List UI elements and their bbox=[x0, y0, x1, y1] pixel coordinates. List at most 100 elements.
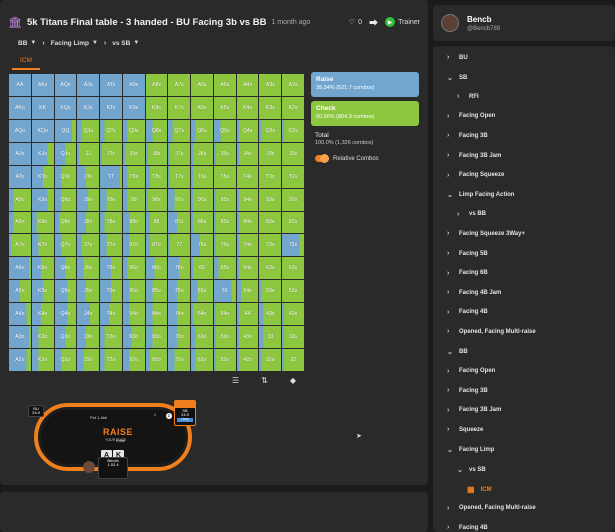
hand-cell[interactable]: 86o bbox=[145, 257, 168, 280]
hand-cell[interactable]: J2s bbox=[282, 142, 304, 165]
hand-cell[interactable]: 95s bbox=[213, 188, 236, 211]
tree-node[interactable]: › Facing 5B bbox=[447, 250, 488, 257]
hand-cell[interactable]: 72o bbox=[168, 349, 191, 371]
hand-cell[interactable]: 55 bbox=[213, 280, 236, 303]
hand-cell[interactable]: 92s bbox=[282, 188, 304, 211]
hand-cell[interactable]: 96o bbox=[122, 257, 145, 280]
hand-cell[interactable]: JTo bbox=[77, 165, 100, 188]
hand-cell[interactable]: KJo bbox=[31, 142, 54, 165]
hand-cell[interactable]: 98s bbox=[145, 188, 168, 211]
hand-cell[interactable]: AKs bbox=[31, 74, 54, 96]
tree-node[interactable]: › vs BB bbox=[457, 211, 486, 218]
hand-cell[interactable]: AKo bbox=[9, 96, 31, 119]
tree-node[interactable]: ⌄ vs SB bbox=[457, 466, 486, 474]
tree-node[interactable]: › Facing 3B bbox=[447, 387, 488, 394]
tree-node[interactable]: › Facing Open bbox=[447, 368, 495, 375]
hand-cell[interactable]: AJo bbox=[9, 142, 31, 165]
tree-node[interactable]: › Facing Open bbox=[447, 113, 495, 120]
hand-cell[interactable]: 82o bbox=[145, 349, 168, 371]
hand-cell[interactable]: 82s bbox=[282, 211, 304, 234]
hand-cell[interactable]: 99 bbox=[122, 188, 145, 211]
hand-cell[interactable]: 76o bbox=[168, 257, 191, 280]
hand-cell[interactable]: KJs bbox=[77, 96, 100, 119]
hand-cell[interactable]: A9s bbox=[122, 74, 145, 96]
shapes-icon[interactable]: ◆ bbox=[289, 376, 297, 385]
hand-cell[interactable]: K3o bbox=[31, 326, 54, 349]
hand-cell[interactable]: AJs bbox=[77, 74, 100, 96]
hand-cell[interactable]: 53o bbox=[213, 326, 236, 349]
profile-card[interactable]: Bencb @Bencb789 bbox=[433, 5, 615, 41]
tree-node[interactable]: ⌄ BB bbox=[447, 348, 468, 356]
hand-cell[interactable]: K9s bbox=[122, 96, 145, 119]
tree-node[interactable]: › Squeeze bbox=[447, 426, 483, 433]
hand-cell[interactable]: K9o bbox=[31, 188, 54, 211]
hand-cell[interactable]: 77 bbox=[168, 234, 191, 257]
tree-node[interactable]: › Facing 3B bbox=[447, 132, 488, 139]
filter-opponent[interactable]: vs SB ▼ bbox=[112, 40, 139, 47]
tree-node[interactable]: › BU bbox=[447, 54, 468, 61]
hand-cell[interactable]: K2o bbox=[31, 349, 54, 371]
hand-cell[interactable]: T5o bbox=[100, 280, 122, 303]
hand-cell[interactable]: 97o bbox=[122, 234, 145, 257]
hand-cell[interactable]: JJ bbox=[77, 142, 100, 165]
check-action[interactable]: Check 60.66% (804.3 combos) bbox=[311, 101, 419, 126]
tree-node[interactable]: ⌄ Facing Limp bbox=[447, 446, 494, 454]
hand-cell[interactable]: J4o bbox=[77, 303, 100, 326]
sort-icon[interactable]: ⇅ bbox=[261, 376, 268, 385]
hand-cell[interactable]: J3o bbox=[77, 326, 100, 349]
relative-combos-toggle[interactable]: Relative Combos bbox=[311, 154, 419, 163]
hand-cell[interactable]: AQs bbox=[54, 74, 77, 96]
tree-node[interactable]: › Opened, Facing Multi-raise bbox=[447, 328, 536, 335]
hand-cell[interactable]: 33 bbox=[259, 326, 282, 349]
hand-cell[interactable]: Q6s bbox=[191, 119, 213, 142]
list-icon[interactable]: ☰ bbox=[232, 376, 240, 385]
hand-cell[interactable]: K6s bbox=[191, 96, 213, 119]
hand-cell[interactable]: J4s bbox=[236, 142, 259, 165]
hand-cell[interactable]: Q4o bbox=[54, 303, 77, 326]
like-button[interactable]: ♡ 0 bbox=[349, 18, 362, 27]
hand-cell[interactable]: QTo bbox=[54, 165, 77, 188]
tree-node[interactable]: › RFI bbox=[457, 93, 479, 100]
hand-cell[interactable]: 85o bbox=[145, 280, 168, 303]
hand-cell[interactable]: K2s bbox=[282, 96, 304, 119]
hand-cell[interactable]: A8s bbox=[145, 74, 168, 96]
hand-cell[interactable]: QTs bbox=[100, 119, 122, 142]
hand-cell[interactable]: T6s bbox=[191, 165, 213, 188]
hand-cell[interactable]: 93o bbox=[122, 326, 145, 349]
hand-cell[interactable]: 83s bbox=[259, 211, 282, 234]
tree-node[interactable]: › Facing 6B bbox=[447, 270, 488, 277]
tree-node[interactable]: › Facing Squeeze 3Way+ bbox=[447, 230, 525, 237]
hand-cell[interactable]: 96s bbox=[191, 188, 213, 211]
hand-cell[interactable]: 74o bbox=[168, 303, 191, 326]
hand-cell[interactable]: K8o bbox=[31, 211, 54, 234]
hand-cell[interactable]: Q9s bbox=[122, 119, 145, 142]
tree-node[interactable]: › Facing 4B Jam bbox=[447, 289, 501, 296]
hand-cell[interactable]: Q8s bbox=[145, 119, 168, 142]
filter-action[interactable]: Facing Limp ▼ bbox=[51, 40, 98, 47]
hand-cell[interactable]: ATs bbox=[100, 74, 122, 96]
hand-cell[interactable]: 95o bbox=[122, 280, 145, 303]
hand-cell[interactable]: 88 bbox=[145, 211, 168, 234]
hand-cell[interactable]: K6o bbox=[31, 257, 54, 280]
hand-cell[interactable]: K3s bbox=[259, 96, 282, 119]
hand-cell[interactable]: A4o bbox=[9, 303, 31, 326]
hand-cell[interactable]: K4o bbox=[31, 303, 54, 326]
tree-node[interactable]: ⌄ SB bbox=[447, 74, 467, 82]
hand-cell[interactable]: Q5o bbox=[54, 280, 77, 303]
hand-cell[interactable]: QJo bbox=[54, 142, 77, 165]
hand-cell[interactable]: 64o bbox=[191, 303, 213, 326]
tree-node[interactable]: › Facing 4B bbox=[447, 524, 488, 531]
hand-cell[interactable]: 85s bbox=[213, 211, 236, 234]
hand-cell[interactable]: T7s bbox=[168, 165, 191, 188]
hand-cell[interactable]: T2s bbox=[282, 165, 304, 188]
hand-cell[interactable]: 43o bbox=[236, 326, 259, 349]
hand-cell[interactable]: KQo bbox=[31, 119, 54, 142]
hand-cell[interactable]: K5o bbox=[31, 280, 54, 303]
hand-cell[interactable]: T2o bbox=[100, 349, 122, 371]
hand-cell[interactable]: 65o bbox=[191, 280, 213, 303]
hand-cell[interactable]: QQ bbox=[54, 119, 77, 142]
hand-cell[interactable]: T4s bbox=[236, 165, 259, 188]
raise-action[interactable]: Raise 39.34% (521.7 combos) bbox=[311, 72, 419, 97]
tree-node[interactable]: › Facing Squeeze bbox=[447, 172, 504, 179]
hand-cell[interactable]: A4s bbox=[236, 74, 259, 96]
